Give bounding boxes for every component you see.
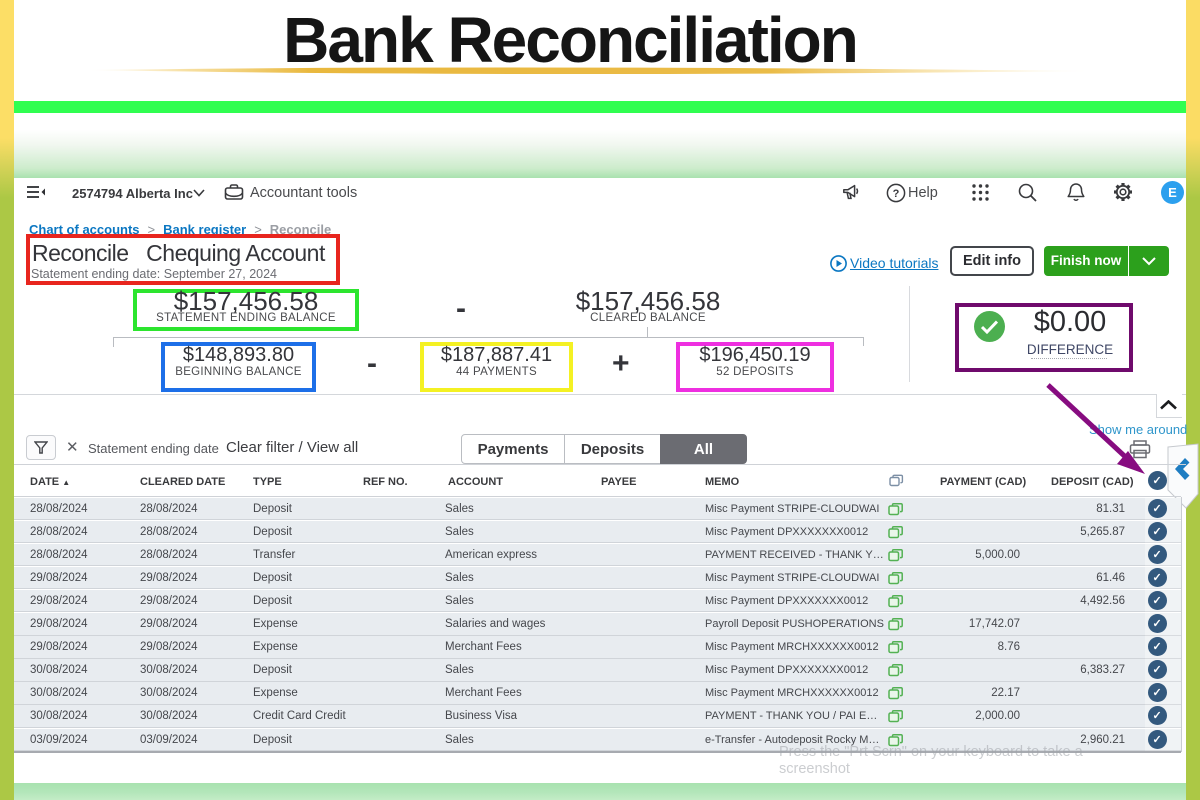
svg-text:?: ? bbox=[893, 188, 900, 200]
